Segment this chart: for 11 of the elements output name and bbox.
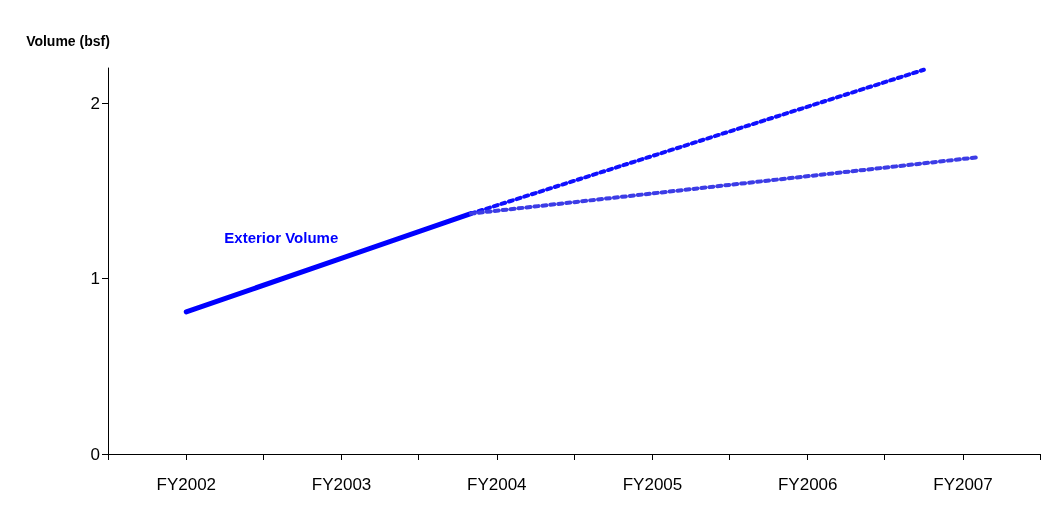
x-tick-label: FY2002 (156, 475, 217, 494)
y-tick-label: 1 (90, 269, 100, 289)
x-tick-label: FY2006 (777, 475, 838, 494)
x-tick-label: FY2003 (311, 475, 372, 494)
y-axis-title: Volume (bsf) (26, 33, 110, 49)
y-tick-label: 0 (90, 444, 100, 464)
y-tick-label: 2 (90, 93, 100, 113)
x-tick-label: FY2007 (933, 475, 993, 494)
x-tick-label: FY2005 (622, 475, 683, 494)
series-label: Exterior Volume (224, 228, 339, 246)
x-tick-label: FY2004 (467, 475, 527, 494)
